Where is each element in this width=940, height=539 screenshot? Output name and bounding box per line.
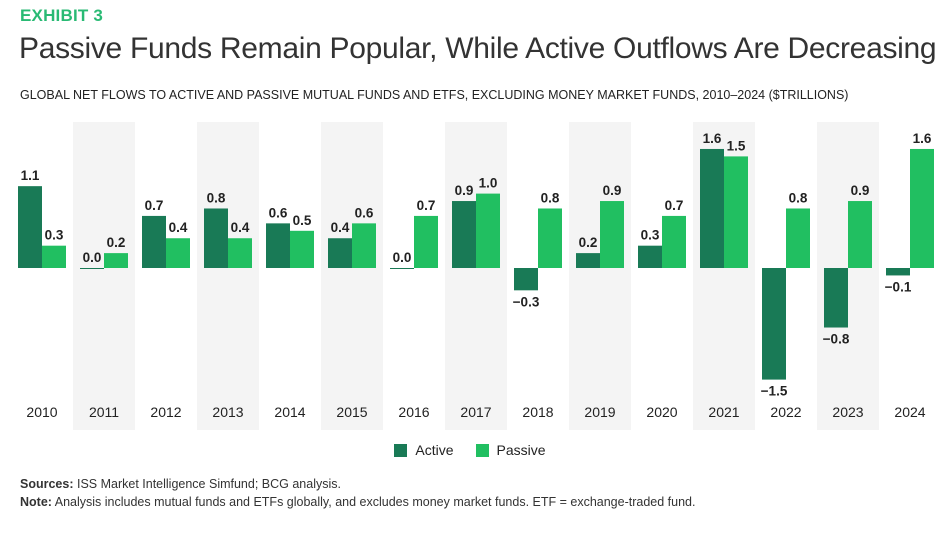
bar-active <box>204 208 228 268</box>
note-label: Note: <box>20 495 52 509</box>
data-label-passive: 0.5 <box>293 213 312 228</box>
bar-passive <box>538 208 562 268</box>
data-label-passive: 0.8 <box>789 190 808 205</box>
legend-label-active: Active <box>415 442 454 458</box>
column-band <box>445 122 507 430</box>
bar-active <box>638 245 662 268</box>
column-band <box>73 122 135 430</box>
legend-label-passive: Passive <box>496 442 546 458</box>
data-label-passive: 0.4 <box>169 220 188 235</box>
bar-active <box>266 223 290 268</box>
data-label-active: 0.6 <box>269 205 288 220</box>
legend-swatch-active <box>394 443 408 457</box>
data-label-passive: 0.9 <box>851 183 870 198</box>
bar-active <box>514 268 538 291</box>
x-tick-label: 2013 <box>212 404 243 420</box>
x-tick-label: 2019 <box>584 404 615 420</box>
x-tick-label: 2023 <box>832 404 863 420</box>
bar-active <box>18 186 42 268</box>
bar-passive <box>848 201 872 268</box>
x-tick-label: 2014 <box>274 404 305 420</box>
x-tick-label: 2021 <box>708 404 739 420</box>
x-tick-label: 2015 <box>336 404 367 420</box>
footnotes: Sources: ISS Market Intelligence Simfund… <box>20 475 695 511</box>
x-tick-label: 2018 <box>522 404 553 420</box>
data-label-active: 0.4 <box>331 220 350 235</box>
data-label-active: −0.3 <box>513 294 540 309</box>
bar-passive <box>600 201 624 268</box>
data-label-active: 1.1 <box>21 168 40 183</box>
bar-active <box>328 238 352 268</box>
data-label-active: 0.0 <box>393 250 412 265</box>
legend-item-passive: Passive <box>475 442 546 458</box>
bar-passive <box>104 253 128 268</box>
data-label-passive: 0.7 <box>417 198 436 213</box>
bar-passive <box>42 245 66 268</box>
x-tick-label: 2012 <box>150 404 181 420</box>
data-label-active: 1.6 <box>703 131 722 146</box>
legend-item-active: Active <box>394 442 454 458</box>
bar-active <box>142 215 166 268</box>
data-label-active: −0.8 <box>823 332 850 347</box>
bar-passive <box>662 215 686 268</box>
sources-line: Sources: ISS Market Intelligence Simfund… <box>20 475 695 493</box>
exhibit-label: EXHIBIT 3 <box>20 6 104 25</box>
bar-active <box>700 148 724 268</box>
bar-passive <box>910 148 934 268</box>
sources-label: Sources: <box>20 477 74 491</box>
x-tick-label: 2022 <box>770 404 801 420</box>
chart-subtitle: GLOBAL NET FLOWS TO ACTIVE AND PASSIVE M… <box>20 88 849 102</box>
bar-passive <box>228 238 252 268</box>
bar-passive <box>724 156 748 268</box>
data-label-active: 0.2 <box>579 235 598 250</box>
legend: Active Passive <box>0 442 940 458</box>
data-label-passive: 0.6 <box>355 205 374 220</box>
bar-passive <box>476 193 500 268</box>
x-tick-label: 2024 <box>894 404 925 420</box>
bar-passive <box>166 238 190 268</box>
chart-title: Passive Funds Remain Popular, While Acti… <box>19 32 937 65</box>
data-label-passive: 0.9 <box>603 183 622 198</box>
data-label-passive: 0.7 <box>665 198 684 213</box>
data-label-passive: 1.5 <box>727 138 746 153</box>
data-label-active: 0.8 <box>207 190 226 205</box>
bar-active <box>576 253 600 268</box>
data-label-active: 0.0 <box>83 250 102 265</box>
column-band <box>321 122 383 430</box>
x-tick-label: 2010 <box>26 404 57 420</box>
x-tick-label: 2011 <box>89 404 119 420</box>
x-tick-label: 2020 <box>646 404 677 420</box>
bar-active <box>824 268 848 328</box>
bar-passive <box>352 223 376 268</box>
data-label-passive: 1.6 <box>913 131 932 146</box>
bar-active <box>390 268 414 269</box>
bar-active <box>80 268 104 269</box>
bar-active <box>762 268 786 380</box>
data-label-active: −0.1 <box>885 279 912 294</box>
data-label-active: 0.3 <box>641 228 660 243</box>
bar-passive <box>414 215 438 268</box>
legend-swatch-passive <box>475 443 489 457</box>
data-label-passive: 0.8 <box>541 190 560 205</box>
data-label-passive: 1.0 <box>479 176 498 191</box>
data-label-active: 0.9 <box>455 183 474 198</box>
data-label-passive: 0.4 <box>231 220 250 235</box>
note-text: Analysis includes mutual funds and ETFs … <box>51 495 696 509</box>
bar-active <box>886 268 910 276</box>
note-line: Note: Analysis includes mutual funds and… <box>20 493 695 511</box>
bar-passive <box>290 230 314 268</box>
bar-passive <box>786 208 810 268</box>
column-band <box>197 122 259 430</box>
sources-text: ISS Market Intelligence Simfund; BCG ana… <box>73 477 341 491</box>
data-label-active: −1.5 <box>761 384 788 399</box>
x-tick-label: 2017 <box>460 404 491 420</box>
data-label-passive: 0.3 <box>45 228 64 243</box>
data-label-active: 0.7 <box>145 198 164 213</box>
x-tick-label: 2016 <box>398 404 429 420</box>
data-label-passive: 0.2 <box>107 235 126 250</box>
column-band <box>569 122 631 430</box>
bar-active <box>452 201 476 268</box>
